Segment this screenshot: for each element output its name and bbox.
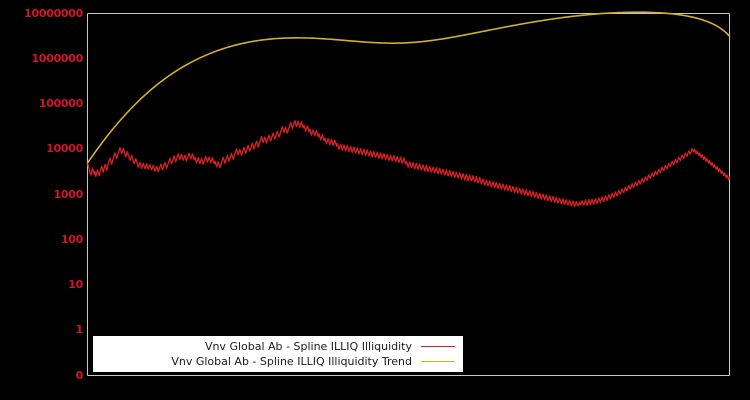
- series-line-1: [86, 11, 731, 164]
- legend-swatch-illiquidity: [421, 346, 455, 347]
- legend-item-illiquidity[interactable]: Vnv Global Ab - Spline ILLIQ Illiquidity: [93, 339, 463, 354]
- y-tick-label: 10: [68, 278, 83, 291]
- y-axis-tick-labels: 10000000 1000000 100000 10000 1000 100 10 1 0: [0, 0, 83, 400]
- y-tick-label: 10000000: [24, 6, 83, 20]
- series-line-0: [86, 119, 731, 208]
- legend-label-illiquidity-trend: Vnv Global Ab - Spline ILLIQ Illiquidity…: [171, 354, 412, 368]
- y-tick-label: 1: [75, 323, 84, 337]
- chart-legend[interactable]: Vnv Global Ab - Spline ILLIQ Illiquidity…: [93, 336, 463, 372]
- series-layer: [86, 11, 731, 208]
- y-tick-label: 100: [60, 232, 83, 246]
- y-tick-label: 0: [75, 368, 84, 382]
- legend-swatch-illiquidity-trend: [421, 361, 455, 362]
- y-tick-label: 100000: [38, 97, 83, 110]
- y-tick-label: 1000000: [31, 51, 84, 65]
- axes-frame: [87, 13, 730, 376]
- legend-label-illiquidity: Vnv Global Ab - Spline ILLIQ Illiquidity: [204, 339, 412, 353]
- legend-item-illiquidity-trend[interactable]: Vnv Global Ab - Spline ILLIQ Illiquidity…: [93, 354, 463, 369]
- y-tick-label: 10000: [46, 142, 83, 156]
- y-tick-label: 1000: [53, 187, 84, 201]
